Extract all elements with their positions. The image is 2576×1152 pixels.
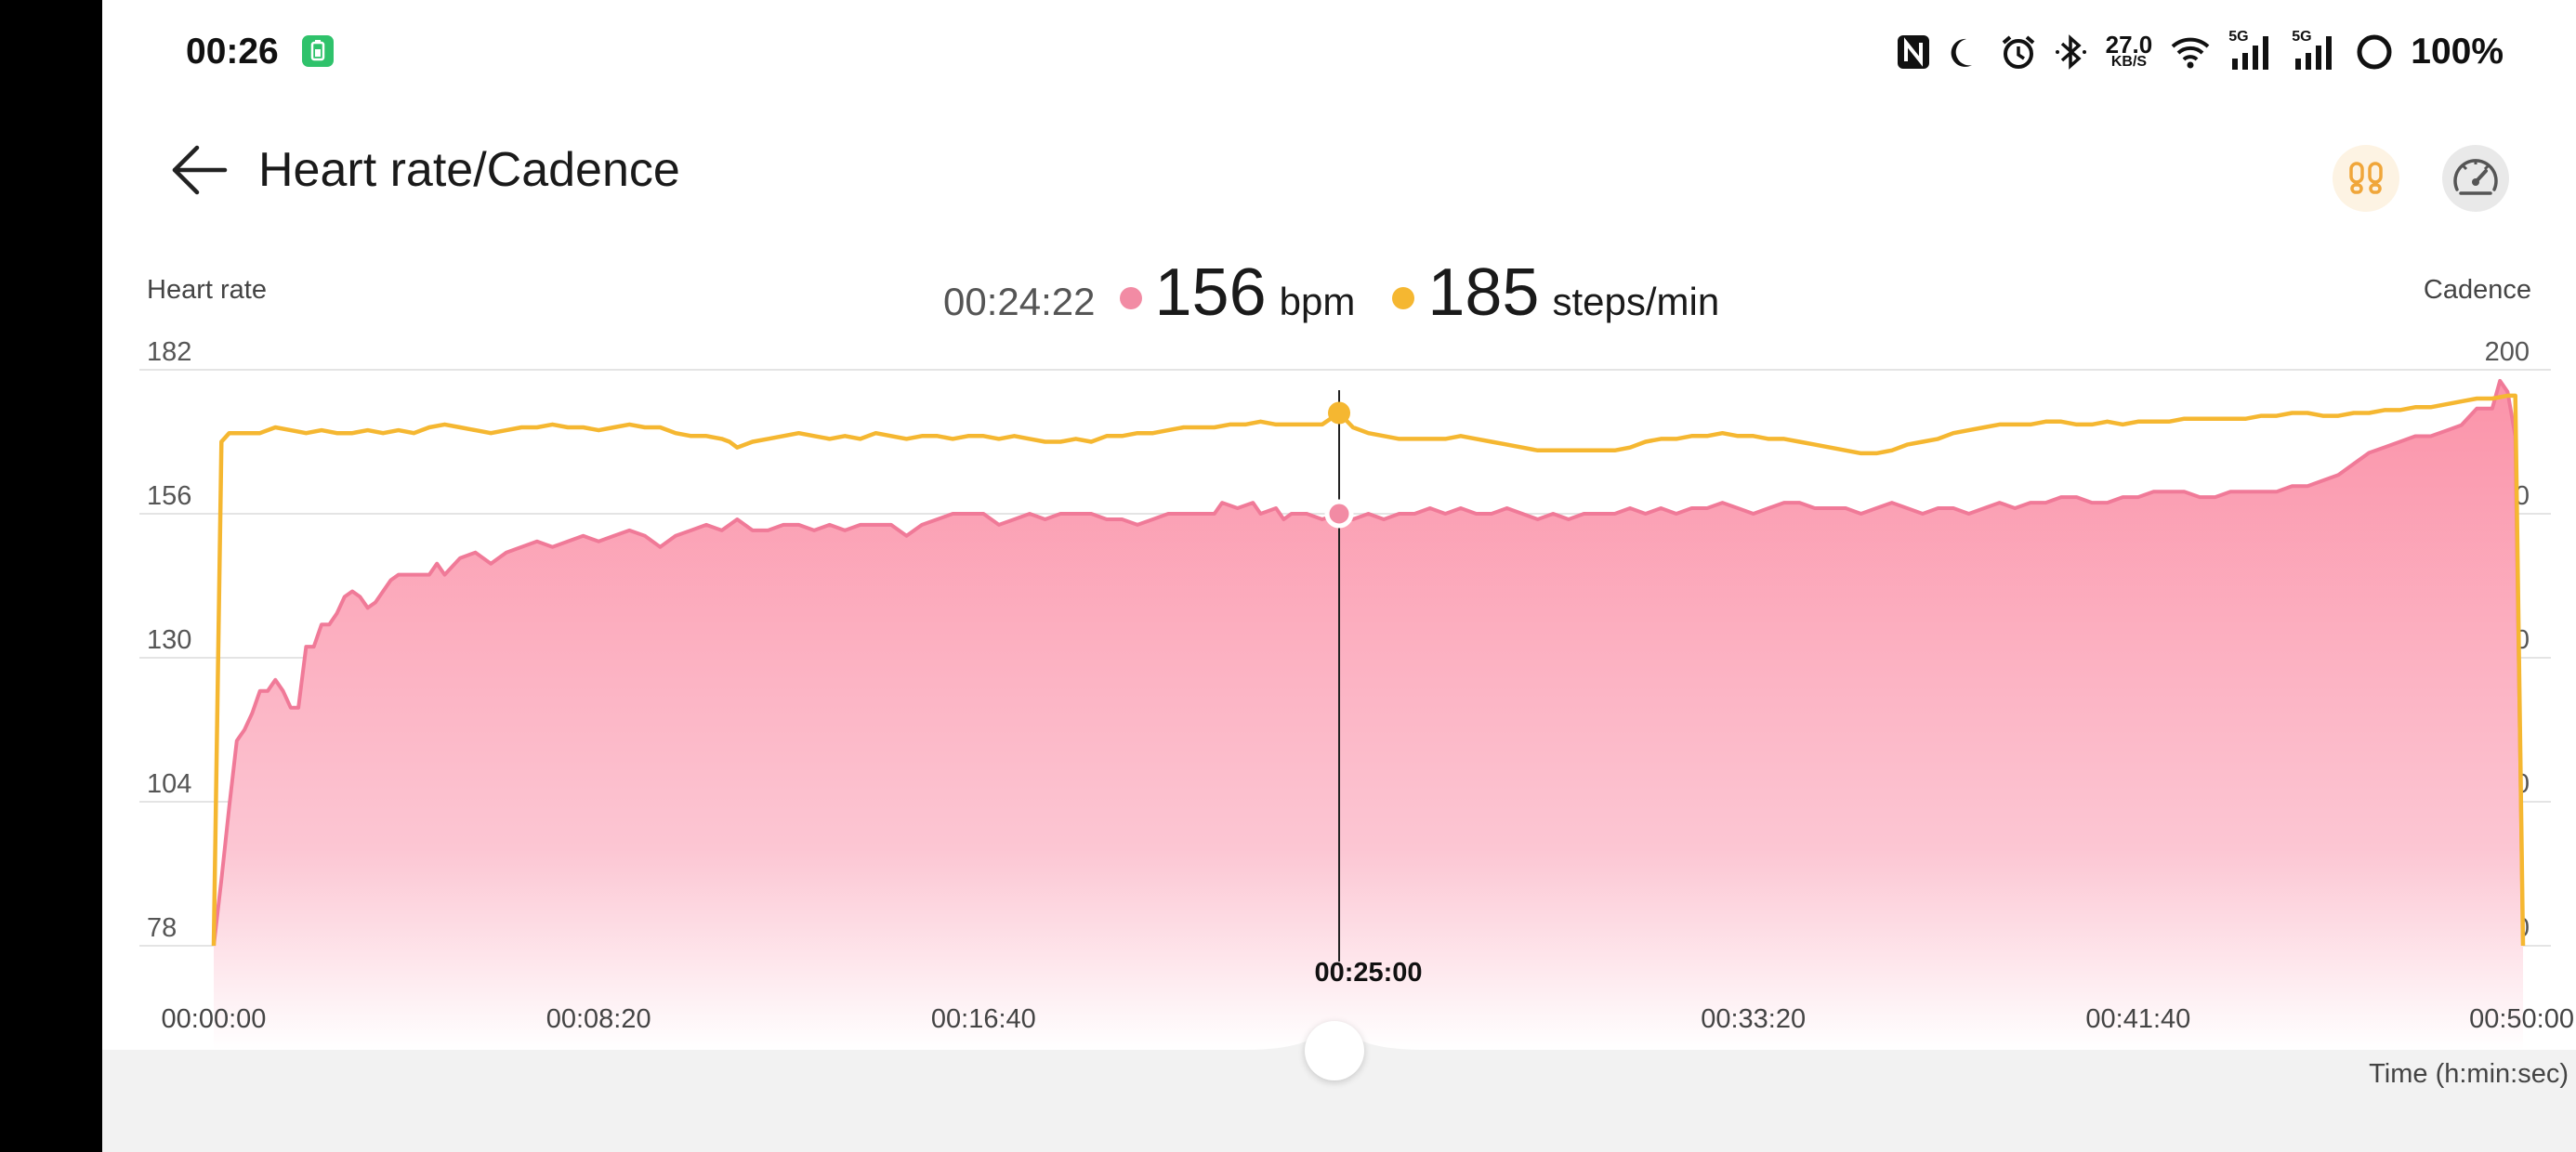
status-icons: 27.0 KB/S 5G 5G 100% bbox=[1896, 26, 2504, 78]
bluetooth-icon bbox=[2055, 34, 2086, 70]
signal-icon bbox=[2232, 36, 2269, 70]
left-axis-title: Heart rate bbox=[147, 275, 267, 305]
right-tick-label: 200 bbox=[2485, 337, 2530, 367]
wifi-icon bbox=[2171, 37, 2210, 69]
signal-icon bbox=[2295, 36, 2333, 70]
heart-rate-legend-dot bbox=[1119, 287, 1142, 309]
selected-time-label: 00:25:00 bbox=[1314, 958, 1422, 988]
speedometer-icon bbox=[2453, 159, 2498, 195]
selection-readout: 00:24:22 156 bpm 185 steps/min bbox=[943, 255, 1756, 331]
battery-ring-icon bbox=[2357, 34, 2392, 70]
left-tick-label: 156 bbox=[147, 481, 191, 511]
cadence-line bbox=[211, 393, 2526, 947]
net-speed-unit: KB/S bbox=[2110, 54, 2148, 70]
alarm-icon bbox=[2002, 35, 2034, 69]
x-tick-label: 00:00:00 bbox=[162, 1004, 267, 1034]
heart-rate-line bbox=[212, 378, 2525, 947]
x-tick-label: 00:33:20 bbox=[1701, 1004, 1806, 1034]
readout-cadence-unit: steps/min bbox=[1552, 280, 1720, 323]
back-arrow-icon[interactable] bbox=[167, 137, 232, 203]
battery-saver-icon bbox=[302, 35, 334, 67]
nfc-icon bbox=[1897, 35, 1929, 69]
speed-toggle-button[interactable] bbox=[2442, 145, 2509, 212]
left-tick-label: 104 bbox=[147, 769, 191, 799]
scrubber-knob[interactable] bbox=[1305, 1021, 1364, 1080]
net-speed: 27.0 KB/S bbox=[2105, 31, 2153, 70]
signal-1: 5G bbox=[2228, 29, 2275, 72]
cadence-legend-dot bbox=[1392, 287, 1415, 309]
net-speed-value: 27.0 bbox=[2105, 31, 2153, 59]
status-time: 00:26 bbox=[186, 32, 279, 72]
battery-percent: 100% bbox=[2411, 32, 2504, 72]
heart-rate-marker bbox=[1324, 499, 1354, 529]
left-tick-label: 78 bbox=[147, 913, 177, 943]
signal-2-label: 5G bbox=[2292, 29, 2312, 45]
signal-1-label: 5G bbox=[2228, 29, 2249, 45]
x-tick-label: 00:50:00 bbox=[2469, 1004, 2574, 1034]
cadence-marker bbox=[1328, 401, 1351, 425]
left-tick-label: 182 bbox=[147, 337, 191, 367]
x-tick-label: 00:16:40 bbox=[931, 1004, 1036, 1034]
x-axis-title: Time (h:min:sec) bbox=[2369, 1059, 2569, 1089]
readout-time: 00:24:22 bbox=[943, 280, 1096, 323]
page-title: Heart rate/Cadence bbox=[258, 143, 680, 197]
readout-heart-rate-value: 156 bbox=[1154, 255, 1267, 330]
footsteps-icon bbox=[2349, 162, 2383, 194]
black-side-bar bbox=[0, 0, 102, 1152]
cadence-toggle-button[interactable] bbox=[2333, 145, 2399, 212]
left-tick-label: 130 bbox=[147, 625, 191, 655]
heart-rate-area bbox=[214, 380, 2523, 1050]
x-tick-label: 00:41:40 bbox=[2085, 1004, 2190, 1034]
readout-cadence-value: 185 bbox=[1427, 255, 1540, 330]
x-tick-label: 00:08:20 bbox=[546, 1004, 651, 1034]
right-axis-title: Cadence bbox=[2423, 275, 2531, 305]
readout-heart-rate-unit: bpm bbox=[1279, 280, 1356, 323]
signal-2: 5G bbox=[2292, 29, 2338, 72]
moon-icon bbox=[1951, 38, 1972, 67]
